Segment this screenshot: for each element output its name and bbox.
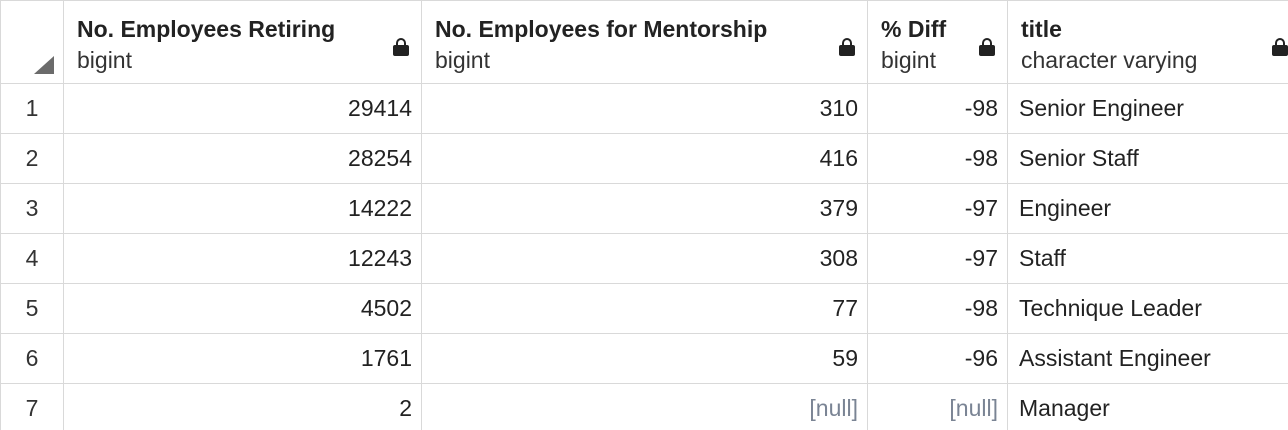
cell-title[interactable]: Senior Staff [1007, 133, 1288, 184]
cell-mentorship[interactable]: 310 [421, 83, 868, 134]
column-type: bigint [881, 47, 936, 73]
cell-diff[interactable]: -97 [867, 183, 1008, 234]
cell-retiring[interactable]: 28254 [63, 133, 422, 184]
column-header-mentorship[interactable]: No. Employees for Mentorship bigint [421, 0, 868, 84]
table-row[interactable]: 6 1761 59 -96 Assistant Engineer [0, 333, 1288, 384]
cell-mentorship[interactable]: 308 [421, 233, 868, 284]
cell-title[interactable]: Manager [1007, 383, 1288, 430]
cell-diff[interactable]: -98 [867, 283, 1008, 334]
table-row[interactable]: 5 4502 77 -98 Technique Leader [0, 283, 1288, 334]
table-row[interactable]: 1 29414 310 -98 Senior Engineer [0, 83, 1288, 134]
lock-icon [393, 38, 409, 56]
row-number[interactable]: 2 [0, 133, 64, 184]
column-name: % Diff [881, 16, 947, 42]
row-number[interactable]: 1 [0, 83, 64, 134]
table-row[interactable]: 3 14222 379 -97 Engineer [0, 183, 1288, 234]
cell-mentorship[interactable]: 416 [421, 133, 868, 184]
cell-mentorship[interactable]: 77 [421, 283, 868, 334]
column-name: No. Employees for Mentorship [435, 16, 768, 42]
row-number[interactable]: 5 [0, 283, 64, 334]
cell-title[interactable]: Technique Leader [1007, 283, 1288, 334]
lock-icon [1272, 38, 1288, 56]
cell-retiring[interactable]: 2 [63, 383, 422, 430]
cell-retiring[interactable]: 12243 [63, 233, 422, 284]
cell-title[interactable]: Senior Engineer [1007, 83, 1288, 134]
cell-retiring[interactable]: 29414 [63, 83, 422, 134]
select-all-triangle-icon [34, 56, 54, 74]
lock-icon [839, 38, 855, 56]
cell-mentorship[interactable]: 379 [421, 183, 868, 234]
cell-diff[interactable]: -98 [867, 133, 1008, 184]
table-row[interactable]: 4 12243 308 -97 Staff [0, 233, 1288, 284]
header-row: No. Employees Retiring bigint No. Employ… [0, 0, 1288, 84]
column-header-title[interactable]: title character varying [1007, 0, 1288, 84]
cell-title[interactable]: Assistant Engineer [1007, 333, 1288, 384]
column-header-retiring[interactable]: No. Employees Retiring bigint [63, 0, 422, 84]
cell-diff[interactable]: -98 [867, 83, 1008, 134]
table-row[interactable]: 2 28254 416 -98 Senior Staff [0, 133, 1288, 184]
cell-diff[interactable]: -97 [867, 233, 1008, 284]
column-header-diff[interactable]: % Diff bigint [867, 0, 1008, 84]
row-number[interactable]: 3 [0, 183, 64, 234]
cell-retiring[interactable]: 14222 [63, 183, 422, 234]
column-type: bigint [77, 47, 132, 73]
cell-diff[interactable]: [null] [867, 383, 1008, 430]
column-type: character varying [1021, 47, 1198, 73]
row-number[interactable]: 6 [0, 333, 64, 384]
column-name: title [1021, 16, 1062, 42]
row-number[interactable]: 7 [0, 383, 64, 430]
table-row[interactable]: 7 2 [null] [null] Manager [0, 383, 1288, 430]
cell-retiring[interactable]: 1761 [63, 333, 422, 384]
cell-diff[interactable]: -96 [867, 333, 1008, 384]
row-number[interactable]: 4 [0, 233, 64, 284]
select-all-corner[interactable] [0, 0, 64, 84]
cell-mentorship[interactable]: [null] [421, 383, 868, 430]
column-name: No. Employees Retiring [77, 16, 336, 42]
column-type: bigint [435, 47, 490, 73]
cell-title[interactable]: Engineer [1007, 183, 1288, 234]
cell-mentorship[interactable]: 59 [421, 333, 868, 384]
cell-title[interactable]: Staff [1007, 233, 1288, 284]
lock-icon [979, 38, 995, 56]
cell-retiring[interactable]: 4502 [63, 283, 422, 334]
